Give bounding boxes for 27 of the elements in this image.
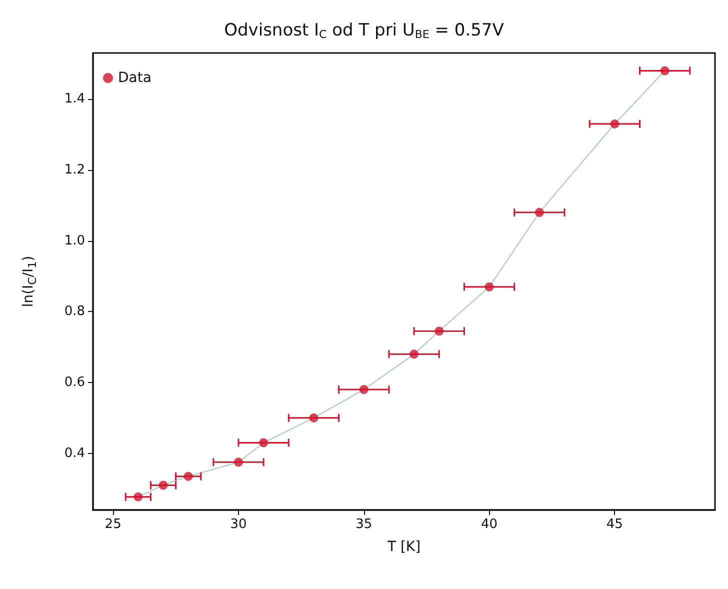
y-tick-label: 1.4 <box>64 92 85 107</box>
y-tick-label: 0.4 <box>64 446 85 461</box>
point <box>534 208 544 217</box>
point <box>660 66 670 76</box>
x-axis-title: T [K] <box>386 539 421 555</box>
x-tick-label: 40 <box>481 517 498 532</box>
legend-label: Data <box>118 70 152 86</box>
y-tick-label: 0.8 <box>64 304 85 320</box>
point <box>410 350 419 359</box>
point <box>184 472 193 481</box>
y-tick-label: 0.6 <box>64 374 85 390</box>
point <box>158 480 168 490</box>
point <box>309 413 318 422</box>
point <box>610 119 620 128</box>
x-tick-label: 30 <box>230 517 247 532</box>
point <box>234 458 243 467</box>
y-tick-label: 1.0 <box>64 233 85 248</box>
x-tick-label: 45 <box>606 517 623 532</box>
x-tick-label: 35 <box>356 517 372 532</box>
point <box>434 326 444 336</box>
point <box>259 438 268 448</box>
y-tick-label: 1.2 <box>64 162 85 178</box>
point <box>359 385 368 394</box>
point <box>134 492 143 502</box>
y-axis-title: ln(IC/I1) <box>20 256 39 308</box>
x-tick-label: 25 <box>104 517 122 532</box>
point <box>484 282 494 292</box>
